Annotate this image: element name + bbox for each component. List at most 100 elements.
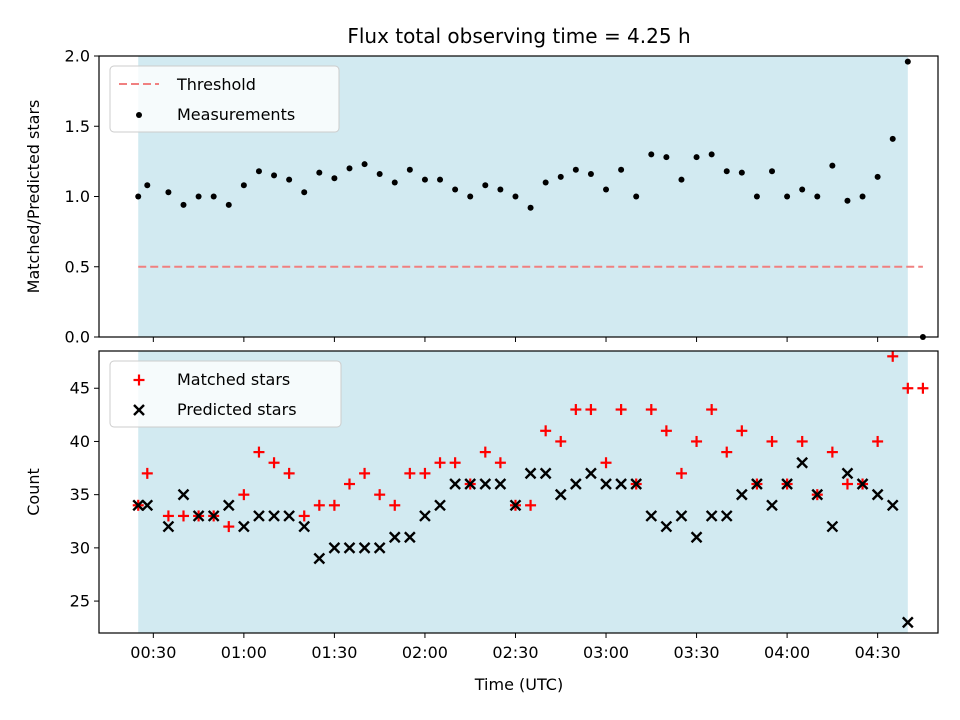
predicted-point bbox=[539, 467, 552, 480]
matched-point bbox=[600, 457, 612, 469]
measurements-point bbox=[180, 201, 187, 208]
matched-point bbox=[479, 446, 491, 458]
measurements-point bbox=[603, 186, 610, 193]
predicted-point bbox=[177, 488, 190, 501]
measurements-point bbox=[497, 186, 504, 193]
series-predicted bbox=[132, 456, 914, 629]
predicted-point bbox=[343, 542, 356, 554]
measurements-point bbox=[144, 182, 151, 189]
predicted-point bbox=[856, 478, 869, 490]
measurements-point bbox=[316, 169, 323, 176]
matched-point bbox=[162, 510, 174, 522]
measurements-point bbox=[587, 171, 594, 178]
measurements-point bbox=[301, 189, 308, 196]
predicted-point bbox=[253, 510, 265, 522]
measurements-point bbox=[240, 182, 247, 189]
matched-point bbox=[374, 489, 386, 501]
predicted-point bbox=[222, 499, 235, 512]
measurements-point bbox=[618, 166, 625, 173]
y-tick-label: 25 bbox=[70, 592, 90, 611]
predicted-point bbox=[268, 510, 280, 522]
matched-point bbox=[660, 425, 672, 437]
matched-point bbox=[675, 467, 687, 479]
x-tick-label: 03:30 bbox=[674, 643, 720, 662]
x-tick-label: 04:30 bbox=[855, 643, 901, 662]
y-tick-label: 35 bbox=[70, 485, 90, 504]
x-tick-label: 03:00 bbox=[583, 643, 629, 662]
measurements-point bbox=[799, 186, 806, 193]
matched-point bbox=[736, 425, 748, 437]
measurements-point bbox=[829, 162, 836, 169]
predicted-point bbox=[434, 499, 446, 512]
predicted-point bbox=[886, 499, 899, 512]
legend-box bbox=[109, 65, 340, 133]
predicted-point bbox=[373, 542, 386, 554]
measurements-point bbox=[889, 135, 896, 142]
matched-point bbox=[706, 404, 718, 416]
matched-point bbox=[555, 435, 567, 447]
predicted-point bbox=[901, 616, 914, 629]
predicted-point bbox=[585, 467, 597, 480]
measurements-point bbox=[376, 171, 383, 178]
matched-point bbox=[178, 510, 190, 522]
predicted-point bbox=[751, 478, 763, 490]
predicted-point bbox=[735, 488, 748, 501]
matched-point bbox=[343, 478, 355, 490]
y-tick-label: 1.5 bbox=[65, 117, 90, 136]
x-tick-label: 02:00 bbox=[402, 643, 448, 662]
matched-point bbox=[902, 382, 914, 394]
predicted-point bbox=[132, 499, 145, 512]
legend-box bbox=[109, 360, 342, 428]
y-tick-label: 30 bbox=[70, 538, 90, 557]
matched-point bbox=[691, 435, 703, 447]
ratio-panel: 0.0 0.5 1.0 1.5 2.0 Matched/Predicted stars Th… bbox=[24, 47, 939, 347]
measurements-point bbox=[165, 189, 172, 196]
measurements-point bbox=[769, 168, 776, 175]
matched-point bbox=[449, 457, 461, 469]
measurements-point bbox=[844, 197, 851, 204]
predicted-point bbox=[298, 520, 311, 533]
measurements-point bbox=[648, 151, 655, 158]
measurements-point bbox=[255, 168, 262, 175]
legend-measurements-swatch bbox=[136, 112, 142, 118]
predicted-point bbox=[207, 510, 220, 522]
predicted-point bbox=[569, 478, 582, 490]
predicted-point bbox=[141, 499, 154, 512]
measurements-point bbox=[784, 193, 791, 200]
predicted-point bbox=[615, 478, 627, 490]
legend-matched-swatch bbox=[133, 374, 145, 386]
predicted-point bbox=[419, 510, 431, 522]
measurements-point bbox=[482, 182, 489, 189]
matched-point bbox=[796, 435, 808, 447]
legend: Matched stars Predicted stars bbox=[109, 360, 342, 428]
predicted-point bbox=[826, 520, 839, 533]
predicted-point bbox=[328, 542, 341, 554]
measurements-point bbox=[557, 173, 564, 180]
x-tick-label: 01:30 bbox=[311, 643, 357, 662]
predicted-point bbox=[524, 467, 537, 480]
predicted-point bbox=[811, 488, 824, 501]
measurements-point bbox=[467, 193, 474, 200]
measurements-point bbox=[361, 161, 368, 168]
measurements-point bbox=[874, 173, 881, 180]
matched-point bbox=[404, 467, 416, 479]
matched-point bbox=[223, 521, 235, 533]
y-axis-label: Count bbox=[24, 468, 43, 516]
predicted-point bbox=[675, 510, 688, 522]
predicted-point bbox=[404, 531, 416, 544]
matched-point bbox=[298, 510, 310, 522]
matched-point bbox=[570, 404, 582, 416]
legend-label: Predicted stars bbox=[177, 400, 297, 419]
matched-point bbox=[615, 404, 627, 416]
measurements-point bbox=[512, 193, 519, 200]
measurements-point bbox=[753, 193, 760, 200]
matched-point bbox=[872, 435, 884, 447]
x-tick-label: 04:00 bbox=[764, 643, 810, 662]
chart-title: Flux total observing time = 4.25 h bbox=[347, 24, 690, 48]
measurements-point bbox=[708, 151, 715, 158]
matched-point bbox=[525, 499, 537, 511]
matched-point bbox=[389, 499, 401, 511]
predicted-point bbox=[600, 478, 612, 490]
measurements-point bbox=[271, 172, 278, 179]
